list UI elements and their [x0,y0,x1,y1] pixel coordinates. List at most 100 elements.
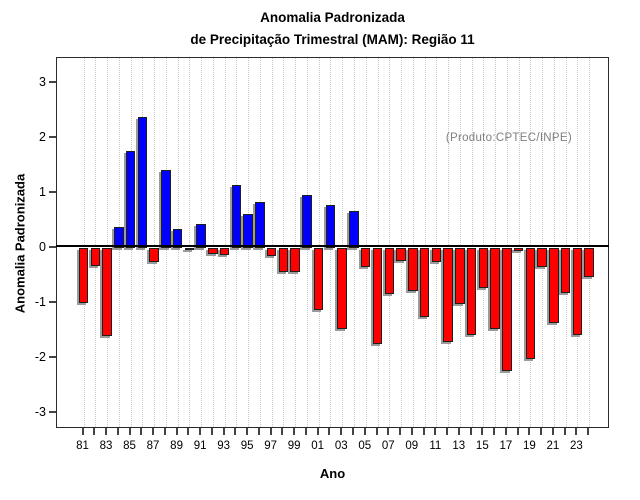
x-tick-88 [163,428,166,435]
bar-year-17 [502,248,512,372]
bar-year-87 [149,248,159,262]
x-tick-label-97: 97 [264,440,278,452]
x-tick-10 [422,428,425,435]
gridline-year-07 [389,58,391,427]
gridline-year-05 [365,58,367,427]
gridline-year-13 [459,58,461,427]
y-tick-label-0: 0 [39,240,46,254]
gridline-year-06 [377,58,379,427]
bar-year-00 [302,194,312,248]
bar-year-94 [231,184,242,248]
x-tick-16 [493,428,496,435]
x-tick-label-91: 91 [193,440,207,452]
x-tick-23 [575,428,578,435]
bar-year-07 [384,248,394,295]
bar-year-20 [537,248,547,268]
bar-year-98 [278,248,289,272]
y-tick-3 [49,81,56,83]
bar-year-22 [560,248,571,294]
x-tick-06 [375,428,378,435]
x-tick-02 [328,428,331,435]
source-annotation: (Produto:CPTEC/INPE) [445,132,572,144]
x-tick-04 [351,428,354,435]
gridline-year-99 [295,58,297,427]
bar-year-03 [337,248,347,330]
x-tick-00 [304,428,307,435]
y-tick-2 [49,136,56,138]
gridline-year-01 [318,58,320,427]
gridline-year-98 [283,58,285,427]
bar-year-10 [419,248,430,318]
bar-year-15 [478,248,489,288]
x-tick-label-93: 93 [217,440,230,452]
bar-year-99 [290,248,300,272]
x-tick-09 [410,428,413,435]
bar-year-91 [196,223,206,248]
x-tick-19 [528,428,531,435]
x-tick-label-01: 01 [311,440,325,452]
bar-year-24 [584,248,594,277]
bar-year-84 [114,226,124,248]
x-tick-17 [504,428,507,435]
x-tick-13 [457,428,460,435]
x-tick-label-19: 19 [522,440,536,452]
bar-year-90 [184,248,195,250]
x-tick-01 [316,428,319,435]
bar-year-95 [243,214,253,248]
x-tick-05 [363,428,366,435]
gridline-year-09 [412,58,414,427]
bar-year-06 [372,248,383,344]
y-tick-label-2: 2 [39,130,46,144]
gridline-year-12 [448,58,450,427]
x-tick-07 [387,428,390,435]
gridline-year-93 [224,58,226,427]
x-tick-24 [587,428,590,435]
gridline-year-10 [424,58,426,427]
x-tick-03 [340,428,343,435]
gridline-year-16 [495,58,497,427]
bar-year-05 [360,248,371,268]
x-tick-20 [540,428,543,435]
bar-year-92 [208,248,218,254]
gridline-year-15 [483,58,485,427]
x-tick-99 [293,428,296,435]
x-tick-label-89: 89 [170,440,183,452]
x-tick-92 [210,428,213,435]
y-tick-label-1: 1 [39,185,46,199]
bar-year-14 [466,248,477,335]
y-tick-0 [49,246,56,248]
x-tick-label-85: 85 [123,440,136,452]
bar-year-83 [102,248,112,336]
x-tick-83 [105,428,108,435]
x-tick-85 [128,428,131,435]
bar-year-23 [572,248,583,336]
gridline-year-19 [530,58,532,427]
y-tick-label--1: -1 [34,295,46,309]
y-tick-label--2: -2 [34,350,46,364]
x-tick-86 [140,428,143,435]
gridline-year-97 [271,58,273,427]
x-tick-14 [469,428,472,435]
gridline-year-22 [565,58,567,427]
x-tick-label-95: 95 [240,440,254,452]
gridline-year-90 [189,58,191,427]
bar-year-13 [455,248,465,305]
x-tick-96 [257,428,260,435]
gridline-year-81 [83,58,85,427]
x-tick-label-23: 23 [570,440,583,452]
y-tick--3 [49,411,56,413]
x-tick-label-07: 07 [381,440,395,452]
x-tick-98 [281,428,284,435]
x-tick-08 [399,428,402,435]
x-tick-95 [246,428,249,435]
chart-title-line1: Anomalia Padronizada [260,10,405,25]
x-tick-label-09: 09 [405,440,419,452]
bar-year-97 [266,248,277,256]
x-tick-93 [222,428,225,435]
y-tick-label--3: -3 [34,405,46,419]
chart-title-line2: de Precipitação Trimestral (MAM): Região… [190,32,475,47]
gridline-year-18 [518,58,520,427]
y-tick--1 [49,301,56,303]
bar-year-21 [549,248,559,323]
